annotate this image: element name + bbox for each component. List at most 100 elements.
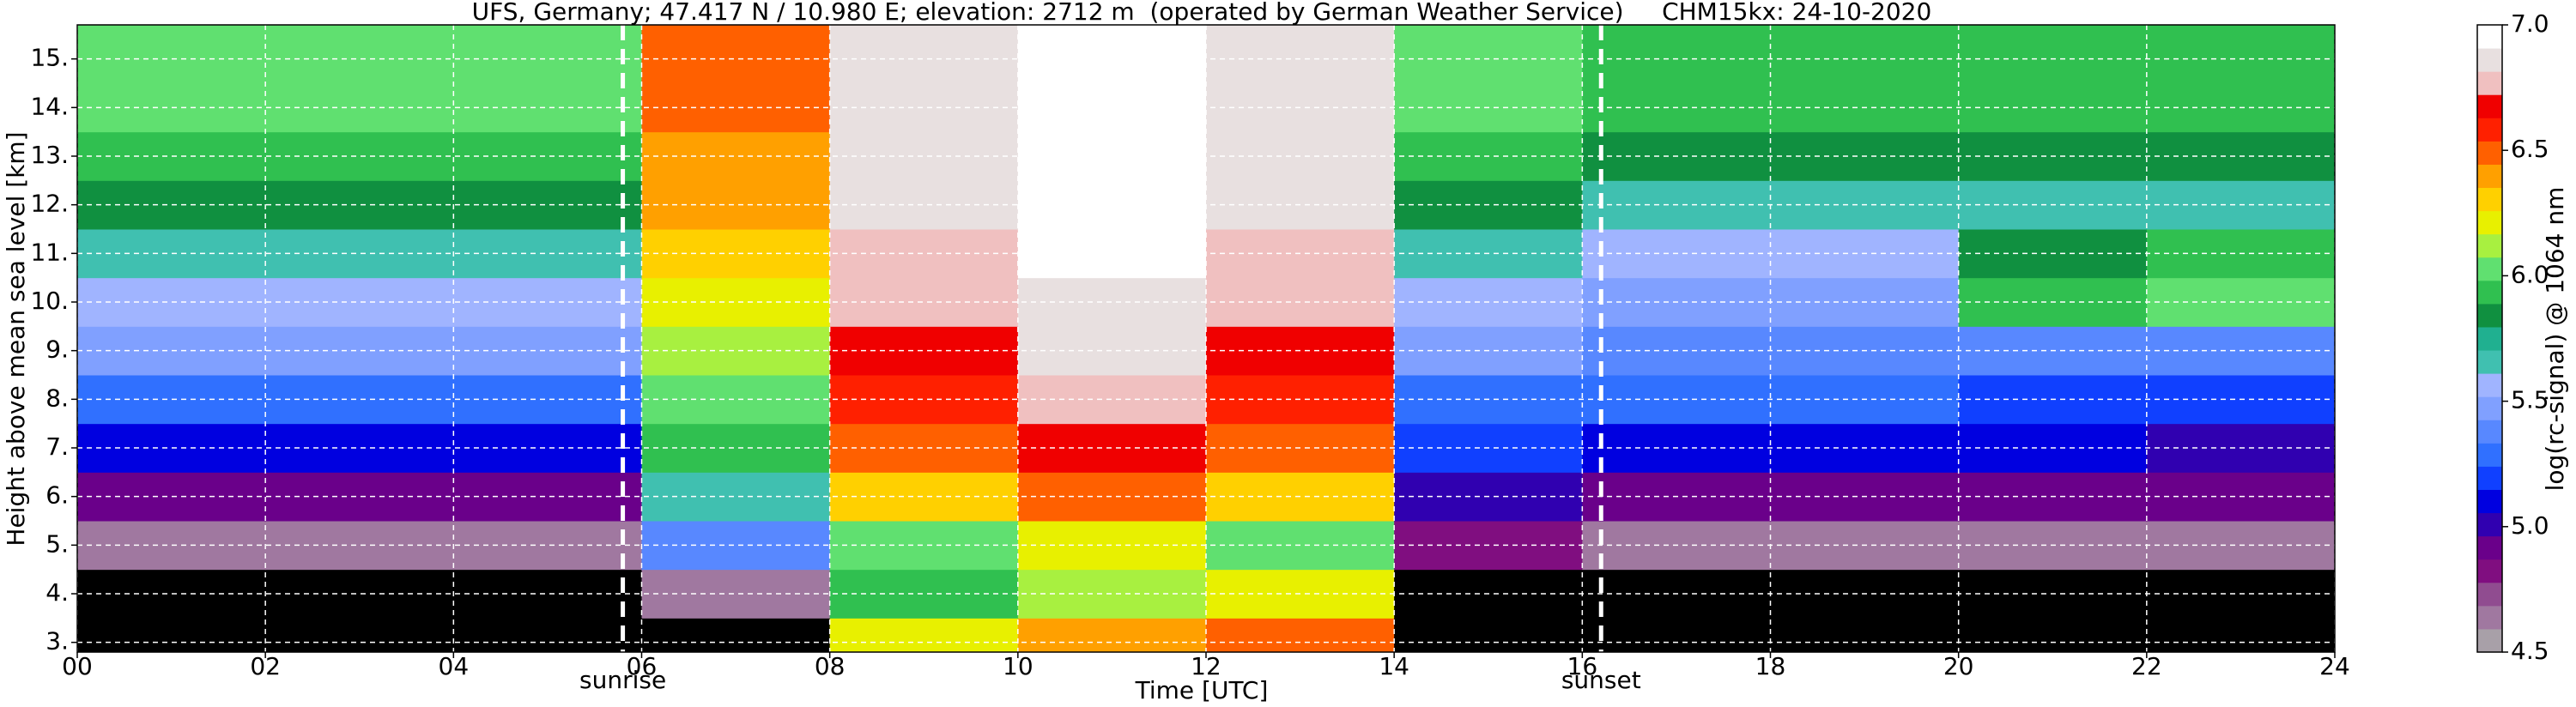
x-tick-label: 10	[1003, 652, 1033, 680]
heatmap-cell	[453, 375, 642, 425]
heatmap-cell	[1017, 326, 1207, 376]
colorbar-segment	[2477, 71, 2502, 95]
y-tick-label: 6.	[45, 481, 69, 510]
heatmap-cell	[453, 472, 642, 522]
colorbar-segment	[2477, 233, 2502, 258]
x-tick-label: 18	[1755, 652, 1786, 680]
heatmap-cell	[641, 326, 831, 376]
heatmap-cell	[1017, 277, 1207, 327]
heatmap-cell	[1017, 375, 1207, 425]
colorbar-segment	[2477, 118, 2502, 142]
heatmap-cell	[453, 277, 642, 327]
heatmap-cell	[2146, 618, 2336, 653]
heatmap-cell	[453, 131, 642, 181]
heatmap-cell	[641, 569, 831, 619]
y-tick-label: 9.	[45, 335, 69, 364]
colorbar-tick-label: 4.5	[2511, 637, 2549, 665]
heatmap-cell	[829, 472, 1019, 522]
heatmap-cell	[641, 521, 831, 571]
x-tick-label: 00	[62, 652, 93, 680]
y-tick-label: 8.	[45, 384, 69, 412]
heatmap-cell	[453, 326, 642, 376]
heatmap-cell	[77, 423, 266, 473]
heatmap-cell	[829, 375, 1019, 425]
heatmap-cell	[265, 521, 454, 571]
heatmap-cell	[265, 326, 454, 376]
colorbar-segment	[2477, 350, 2502, 374]
heatmap-cell	[641, 131, 831, 181]
colorbar-segment	[2477, 396, 2502, 420]
heatmap-cell	[1017, 423, 1207, 473]
heatmap-cell	[829, 569, 1019, 619]
heatmap-cell	[77, 131, 266, 181]
heatmap-cell	[453, 180, 642, 230]
heatmap-cell	[1958, 618, 2148, 653]
heatmap-cell	[829, 521, 1019, 571]
heatmap-cell	[1958, 25, 2148, 84]
colorbar-segment	[2477, 443, 2502, 467]
colorbar-tick-label: 6.5	[2511, 135, 2549, 163]
heatmap-cell	[1206, 618, 1395, 653]
heatmap-cell	[1582, 25, 1771, 84]
heatmap-cell	[453, 25, 642, 84]
heatmap-cell	[453, 618, 642, 653]
heatmap-cell	[829, 618, 1019, 653]
heatmap-cell	[453, 423, 642, 473]
heatmap-cell	[265, 25, 454, 84]
heatmap-cell	[1017, 180, 1207, 230]
heatmap-cell	[265, 618, 454, 653]
y-tick-label: 4.	[45, 578, 69, 607]
colorbar-segment	[2477, 582, 2502, 607]
heatmap-cell	[77, 326, 266, 376]
heatmap-cell	[1017, 521, 1207, 571]
heatmap-cell	[829, 423, 1019, 473]
x-tick-label: 02	[250, 652, 281, 680]
chart-title: UFS, Germany; 47.417 N / 10.980 E; eleva…	[472, 0, 1932, 26]
colorbar-segment	[2477, 94, 2502, 118]
heatmap-cell	[1017, 131, 1207, 181]
y-axis-label: Height above mean sea level [km]	[2, 131, 30, 546]
colorbar-segment	[2477, 257, 2502, 281]
heatmap-cell	[641, 83, 831, 133]
heatmap-cell	[1770, 618, 1960, 653]
colorbar-segment	[2477, 559, 2502, 583]
colorbar-tick-label: 5.0	[2511, 511, 2549, 540]
heatmap-cell	[265, 180, 454, 230]
heatmap-cell	[265, 229, 454, 279]
heatmap-cell	[829, 326, 1019, 376]
heatmap-cell	[77, 375, 266, 425]
colorbar-segment	[2477, 141, 2502, 165]
heatmap-cell	[2146, 25, 2336, 84]
colorbar-segment	[2477, 535, 2502, 560]
heatmap-cell	[1017, 229, 1207, 279]
colorbar-segment	[2477, 280, 2502, 305]
annotation-label: sunrise	[579, 666, 666, 694]
heatmap-cell	[77, 83, 266, 133]
heatmap-cell	[265, 277, 454, 327]
y-tick-label: 15.	[30, 44, 69, 72]
x-tick-label: 12	[1191, 652, 1221, 680]
heatmap-cell	[1017, 472, 1207, 522]
heatmap-cell	[829, 180, 1019, 230]
y-tick-label: 13.	[30, 141, 69, 169]
colorbar-segment	[2477, 187, 2502, 212]
heatmap-cell	[641, 423, 831, 473]
heatmap-cell	[453, 569, 642, 619]
colorbar-segment	[2477, 48, 2502, 72]
colorbar-segment	[2477, 303, 2502, 328]
colorbar-segment	[2477, 466, 2502, 490]
heatmap-cell	[1017, 569, 1207, 619]
heatmap-cell	[77, 569, 266, 619]
heatmap-cell	[265, 569, 454, 619]
colorbar-tick-label: 5.5	[2511, 386, 2549, 414]
colorbar-label: log(rc-signal) @ 1064 nm	[2541, 187, 2569, 492]
heatmap-cell	[265, 423, 454, 473]
colorbar-segment	[2477, 210, 2502, 235]
heatmap-cell	[265, 472, 454, 522]
heatmap-cell	[1017, 618, 1207, 653]
heatmap-cell	[77, 277, 266, 327]
x-tick-label: 06	[627, 652, 658, 680]
heatmap-cell	[829, 131, 1019, 181]
heatmap-cell	[1206, 25, 1395, 84]
